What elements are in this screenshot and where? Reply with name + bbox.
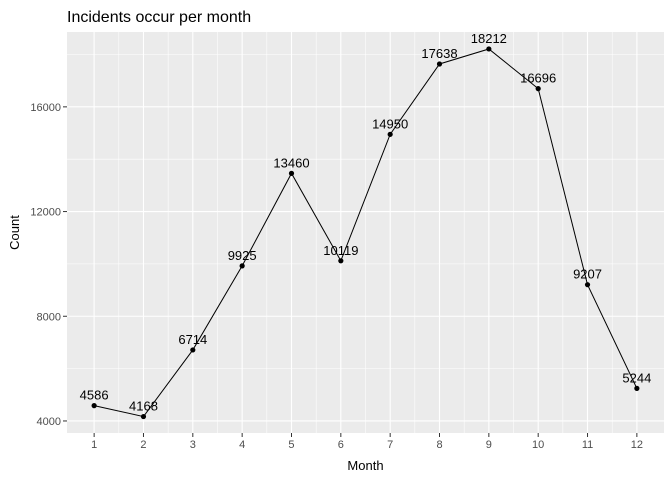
x-tick-label: 10 (532, 439, 544, 451)
data-label: 4168 (129, 399, 158, 414)
data-point (140, 413, 147, 420)
data-label: 9207 (573, 267, 602, 282)
y-tick-label: 12000 (30, 207, 61, 219)
data-label: 16696 (520, 71, 556, 86)
chart-title: Incidents occur per month (67, 9, 251, 26)
data-label: 13460 (273, 155, 309, 170)
y-tick-label: 16000 (30, 102, 61, 114)
data-labels: 4586 4168 6714 9925 13460 10119 14950 17638 1821… (80, 31, 652, 414)
x-tick-label: 12 (631, 439, 643, 451)
data-label: 10119 (323, 243, 358, 258)
x-tick-label: 8 (436, 439, 442, 451)
data-point (387, 131, 393, 137)
data-point (91, 403, 97, 409)
series-line (94, 48, 638, 418)
data-label: 17638 (421, 46, 457, 61)
x-tick-label: 2 (140, 439, 146, 451)
y-tick-label: 4000 (37, 416, 61, 428)
grid-minor (67, 32, 664, 433)
data-label: 18212 (471, 31, 507, 46)
data-label: 5244 (622, 370, 651, 385)
data-point (535, 86, 541, 92)
x-axis-title: Month (347, 458, 383, 473)
x-tick-label: 3 (190, 439, 196, 451)
y-axis-title: Count (7, 215, 22, 250)
series-line-group (94, 48, 638, 418)
data-label: 6714 (178, 332, 207, 347)
y-axis: 4000 8000 12000 16000 (30, 102, 67, 428)
data-label: 14950 (372, 116, 408, 131)
grid-major (67, 32, 664, 433)
x-tick-label: 9 (486, 439, 492, 451)
data-label: 4586 (80, 388, 109, 403)
data-point (239, 263, 245, 269)
x-tick-label: 6 (338, 439, 344, 451)
data-points (91, 46, 640, 420)
data-point (190, 347, 196, 353)
data-point (338, 258, 344, 264)
y-tick-label: 8000 (37, 311, 61, 323)
data-label: 9925 (228, 248, 257, 263)
x-tick-label: 4 (239, 439, 245, 451)
x-axis: 1 2 3 4 5 6 7 8 9 10 11 12 (91, 433, 643, 451)
x-tick-label: 1 (91, 439, 97, 451)
x-tick-label: 5 (288, 439, 294, 451)
data-point (634, 385, 640, 391)
x-tick-label: 7 (387, 439, 393, 451)
data-point (436, 61, 443, 67)
x-tick-label: 11 (582, 439, 593, 451)
data-point (288, 170, 295, 176)
data-point (486, 46, 492, 52)
data-point (584, 282, 591, 288)
